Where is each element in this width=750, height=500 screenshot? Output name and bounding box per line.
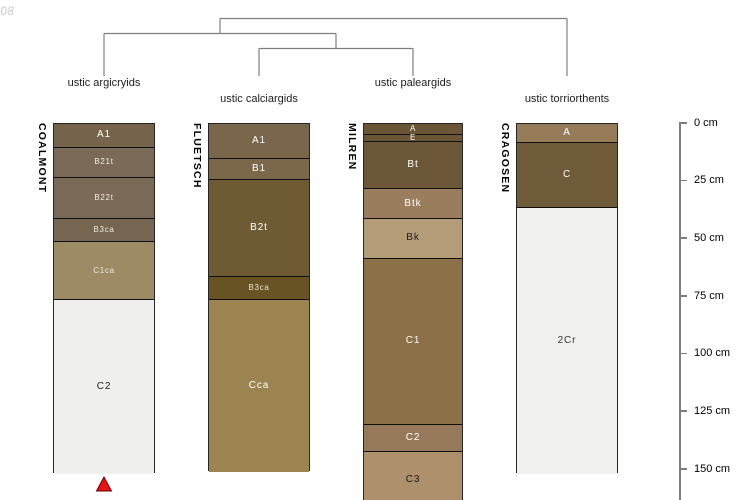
axis-tick-label: 75 cm <box>694 289 724 302</box>
horizon-b3ca: B3ca <box>54 218 154 242</box>
horizon-c: C <box>517 142 617 207</box>
depth-axis-line <box>679 122 681 500</box>
horizon-label: A <box>563 127 571 139</box>
horizon-label: B22t <box>94 193 114 203</box>
axis-tick-label: 0 cm <box>694 116 718 129</box>
profile-column-milren: A E Bt Btk Bk C1 C2 C3 <box>363 122 463 500</box>
taxon-label-1: ustic calciargids <box>220 93 298 105</box>
axis-tick <box>679 410 687 412</box>
horizon-label: Btk <box>404 197 422 209</box>
axis-tick <box>679 122 687 124</box>
horizon-label: C1ca <box>93 265 115 275</box>
horizon-a1: A1 <box>54 123 154 147</box>
corner-note: -08 <box>0 6 15 18</box>
horizon-a: A <box>517 123 617 143</box>
horizon-b3ca: B3ca <box>209 276 309 300</box>
profile-column-cragosen: A C 2Cr <box>516 122 618 475</box>
horizon-label: B3ca <box>93 225 115 235</box>
horizon-b2t: B2t <box>209 179 309 277</box>
horizon-label: C2 <box>405 431 421 443</box>
horizon-label: Bk <box>406 232 420 244</box>
horizon-label: E <box>409 133 417 143</box>
profile-name-milren: MILREN <box>346 122 358 171</box>
axis-tick <box>679 295 687 297</box>
horizon-c2: C2 <box>54 299 154 475</box>
horizon-bk: Bk <box>364 218 462 258</box>
horizon-b1: B1 <box>209 158 309 180</box>
horizon-e: E <box>364 133 462 143</box>
horizon-label: C <box>562 169 572 181</box>
horizon-label: A1 <box>251 135 267 147</box>
axis-tick-label: 125 cm <box>694 405 731 418</box>
horizon-label: B1 <box>251 163 267 175</box>
horizon-label: B21t <box>94 157 114 167</box>
axis-tick-label: 25 cm <box>694 174 724 187</box>
taxon-label-3: ustic torriorthents <box>524 93 610 105</box>
horizon-label: B2t <box>250 222 268 234</box>
horizon-label: 2Cr <box>557 335 577 347</box>
horizon-c1ca: C1ca <box>54 241 154 300</box>
profile-name-coalmont: COALMONT <box>36 122 48 194</box>
taxon-label-2: ustic paleargids <box>374 77 452 89</box>
horizon-label: A <box>409 123 417 133</box>
horizon-a: A <box>364 123 462 135</box>
horizon-label: C2 <box>96 381 112 393</box>
horizon-2cr: 2Cr <box>517 206 617 475</box>
axis-tick <box>679 352 687 355</box>
horizon-b22t: B22t <box>54 176 154 219</box>
horizon-label: A1 <box>96 129 112 141</box>
profile-name-fluetsch: FLUETSCH <box>191 122 203 189</box>
axis-tick <box>679 237 687 239</box>
horizon-label: C1 <box>405 335 421 347</box>
horizon-a1: A1 <box>209 123 309 159</box>
horizon-label: B3ca <box>248 283 270 293</box>
horizon-cca: Cca <box>209 299 309 473</box>
horizon-c1: C1 <box>364 257 462 424</box>
axis-tick-label: 50 cm <box>694 232 724 245</box>
horizon-label: Bt <box>407 159 419 171</box>
axis-tick-label: 100 cm <box>694 347 731 360</box>
axis-tick <box>679 179 687 182</box>
axis-tick-label: 150 cm <box>694 462 731 475</box>
triangle-up-icon <box>95 475 113 492</box>
horizon-c3: C3 <box>364 451 462 500</box>
axis-tick <box>679 468 687 470</box>
taxon-label-0: ustic argicryids <box>67 77 141 89</box>
horizon-label: C3 <box>405 473 421 485</box>
horizon-btk: Btk <box>364 188 462 219</box>
horizon-c2: C2 <box>364 423 462 452</box>
horizon-bt: Bt <box>364 141 462 189</box>
profile-column-coalmont: A1 B21t B22t B3ca C1ca C2 <box>53 122 155 475</box>
profile-name-cragosen: CRAGOSEN <box>499 122 511 194</box>
horizon-b21t: B21t <box>54 146 154 177</box>
profile-column-fluetsch: A1 B1 B2t B3ca Cca <box>208 122 310 473</box>
horizon-label: Cca <box>248 380 270 392</box>
